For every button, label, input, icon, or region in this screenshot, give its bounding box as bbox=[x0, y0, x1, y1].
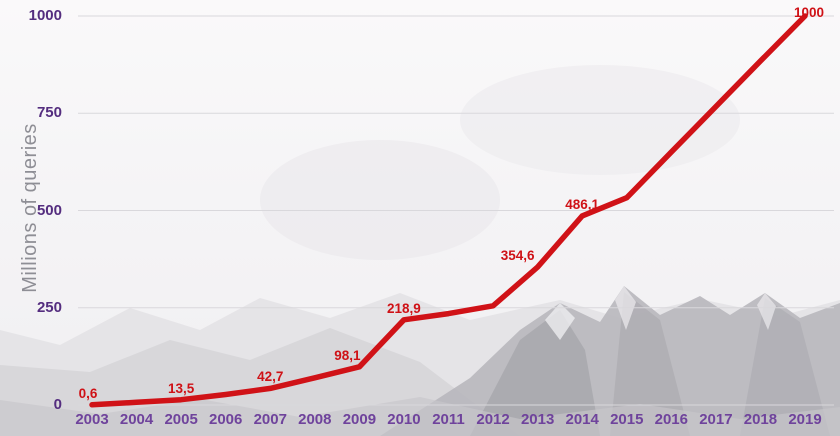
y-axis-tick-label-0: 0 bbox=[53, 396, 62, 413]
x-axis-tick-label-2014: 2014 bbox=[565, 411, 599, 428]
x-axis-tick-label-2008: 2008 bbox=[298, 411, 332, 428]
data-point-label-2009: 98,1 bbox=[334, 347, 361, 363]
y-axis-tick-label-750: 750 bbox=[36, 104, 62, 122]
x-axis-tick-label-2005: 2005 bbox=[164, 411, 198, 428]
y-axis-tick-label-1000: 1000 bbox=[28, 7, 62, 24]
x-axis-tick-label-2007: 2007 bbox=[253, 411, 287, 428]
data-point-label-2019: 1000 bbox=[793, 5, 825, 20]
data-point-label-2007: 42,7 bbox=[257, 369, 284, 385]
data-point-label-2010: 218,9 bbox=[387, 300, 421, 316]
x-axis-tick-label-2003: 2003 bbox=[75, 411, 109, 428]
x-axis-tick-label-2017: 2017 bbox=[699, 411, 733, 428]
data-point-label-2013: 354,6 bbox=[500, 248, 535, 264]
x-axis-tick-label-2015: 2015 bbox=[610, 411, 644, 428]
x-axis-tick-label-2012: 2012 bbox=[476, 411, 510, 428]
x-axis-tick-label-2004: 2004 bbox=[119, 411, 154, 428]
y-axis-tick-label-500: 500 bbox=[36, 201, 62, 219]
series-line-queries[interactable] bbox=[89, 13, 808, 408]
data-point-label-2003: 0,6 bbox=[78, 385, 98, 401]
x-axis-tick-label-2010: 2010 bbox=[387, 411, 421, 428]
x-axis-tick-label-2019: 2019 bbox=[788, 411, 822, 428]
x-axis-tick-label-2009: 2009 bbox=[342, 411, 377, 428]
x-axis-tick-label-2013: 2013 bbox=[520, 411, 555, 428]
data-point-label-2014: 486,1 bbox=[565, 196, 600, 212]
x-axis-tick-label-2006: 2006 bbox=[209, 411, 243, 428]
data-point-label-2005: 13,5 bbox=[167, 380, 195, 396]
x-axis-tick-label-2018: 2018 bbox=[743, 411, 778, 428]
x-axis-tick-label-2011: 2011 bbox=[432, 411, 465, 428]
x-axis-tick-label-2016: 2016 bbox=[654, 411, 688, 428]
y-axis-tick-label-250: 250 bbox=[36, 298, 62, 316]
